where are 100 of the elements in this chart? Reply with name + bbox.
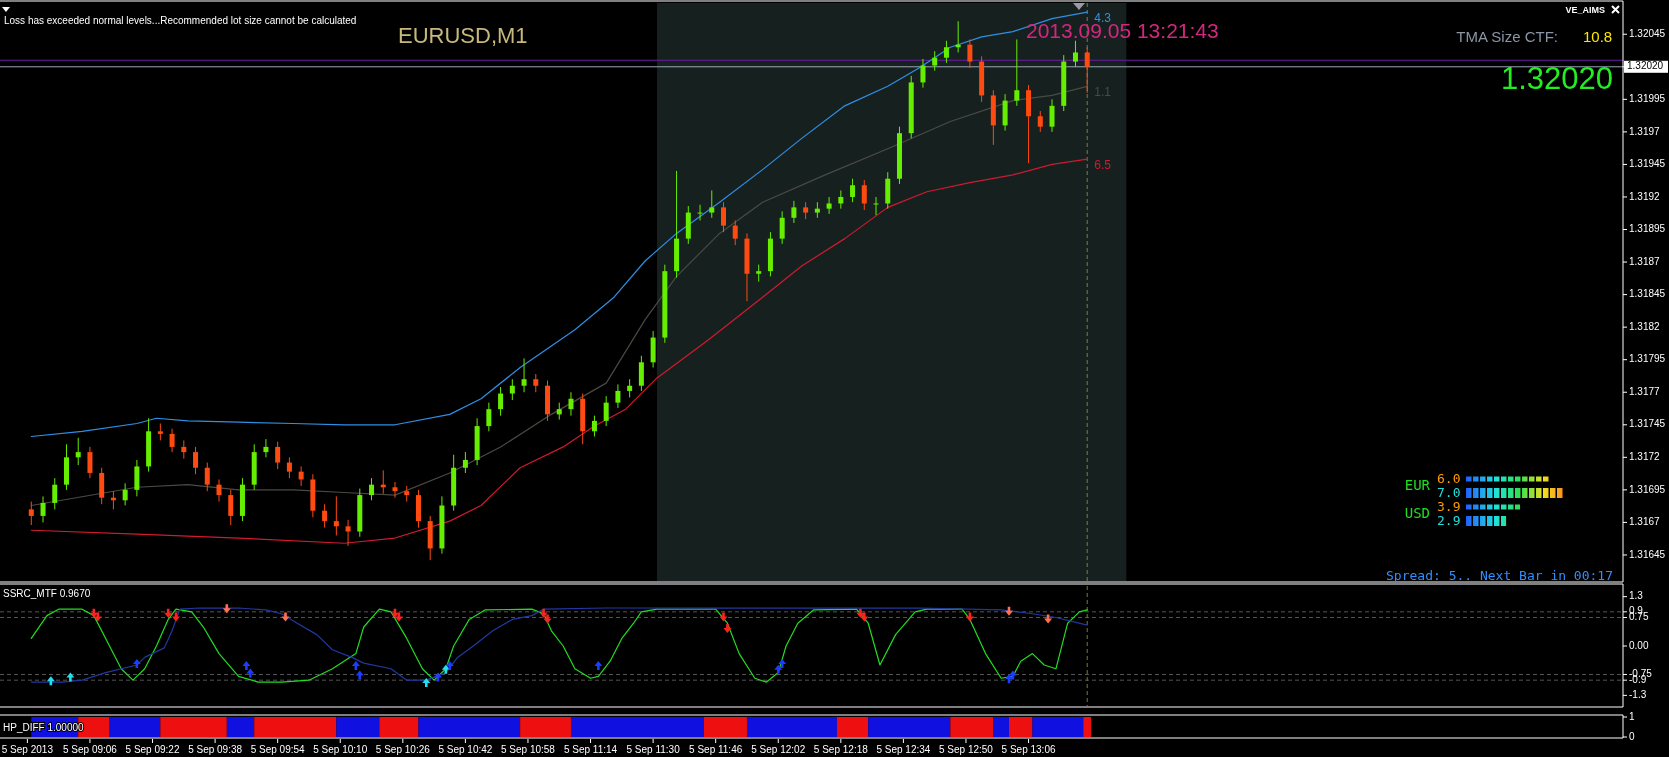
x-tick-label: 5 Sep 12:34 (876, 743, 931, 755)
candlestick (369, 477, 375, 501)
candlestick (967, 38, 973, 69)
series-label: 6.5 (1094, 158, 1112, 173)
candlestick (193, 446, 199, 475)
y-tick-label: USD (1404, 505, 1430, 521)
x-tick-label: 5 Sep 10:10 (313, 743, 368, 755)
candlestick (603, 395, 609, 427)
candlestick (873, 196, 879, 216)
y-tick-label: 0.00 (1629, 639, 1649, 651)
point (445, 660, 454, 670)
y-tick-label: 1.3182 (1629, 320, 1661, 332)
candlestick (932, 50, 938, 72)
y-tick-label: 1.31695 (1629, 483, 1666, 495)
annotation: 1.32020 (1500, 61, 1613, 96)
candlestick (263, 438, 269, 458)
candlestick (87, 446, 93, 479)
x-tick-label: 5 Sep 11:46 (689, 743, 743, 755)
y-tick-label: 1.3192 (1629, 190, 1661, 202)
bar (1466, 504, 1521, 510)
candlestick (1037, 110, 1043, 133)
point (242, 660, 251, 670)
y-tick-label: 1.3167 (1629, 516, 1661, 528)
annotation: 10.8 (1583, 28, 1613, 45)
point (543, 614, 552, 624)
candlestick (298, 465, 304, 487)
x-tick-label: 5 Sep 13:06 (1001, 743, 1056, 755)
candlestick (486, 402, 492, 432)
candlestick (40, 495, 46, 523)
candlestick (732, 219, 738, 246)
candlestick (838, 189, 844, 210)
candlestick (850, 178, 856, 203)
point (719, 612, 728, 622)
y-tick-label: 1.3187 (1629, 255, 1661, 267)
candlestick (615, 383, 621, 409)
candlestick (134, 459, 140, 497)
y-tick-label: 1.31645 (1629, 548, 1666, 560)
x-tick-label: 5 Sep 09:54 (250, 743, 306, 755)
candlestick (345, 519, 351, 547)
candlestick (1049, 98, 1055, 133)
candlestick (1072, 40, 1078, 68)
annotation: TMA Size CTF: (1456, 28, 1558, 45)
y-tick-label: 1.31745 (1629, 418, 1666, 430)
x-tick-label: 5 Sep 09:06 (62, 743, 118, 755)
point (132, 659, 141, 669)
bar (1466, 516, 1507, 526)
point (778, 659, 787, 669)
x-tick-label: 5 Sep 12:18 (813, 743, 869, 755)
y-tick-label: 1.31995 (1629, 92, 1666, 104)
candlestick (721, 201, 727, 233)
candlestick (591, 415, 597, 437)
x-tick-label: 5 Sep 11:14 (563, 743, 618, 755)
point (774, 664, 783, 674)
candlestick (521, 357, 527, 393)
point (93, 612, 102, 622)
x-tick-label: 5 Sep 09:38 (188, 743, 243, 755)
candlestick (826, 196, 832, 215)
candlestick (498, 386, 504, 417)
y-tick-label: 1.31795 (1629, 353, 1666, 365)
x-tick-label: 5 Sep 11:30 (626, 743, 681, 755)
candlestick (75, 437, 81, 466)
candlestick (52, 477, 58, 510)
data-label: 6.0 (1437, 470, 1461, 486)
candlestick (228, 489, 234, 526)
candlestick (462, 451, 468, 474)
candlestick (1014, 38, 1020, 107)
point (860, 612, 869, 622)
candlestick (28, 501, 34, 526)
candlestick (169, 428, 175, 453)
data-label: 2.9 (1437, 512, 1461, 528)
y-tick-label: 1 (1629, 710, 1635, 722)
bar (1466, 488, 1563, 498)
candlestick (122, 482, 128, 506)
data-label: 3.9 (1437, 498, 1461, 514)
y-tick-label: 1.3 (1629, 590, 1644, 602)
candlestick (322, 503, 328, 529)
candlestick (1084, 46, 1090, 94)
y-tick-label: 1.3177 (1629, 385, 1661, 397)
candlestick (943, 40, 949, 64)
ref-line-label: 1.32020 (1627, 60, 1664, 72)
y-tick-label: 1.3197 (1629, 125, 1661, 137)
x-tick-label: 5 Sep 10:58 (501, 743, 556, 755)
point (539, 608, 548, 618)
data-label: 7.0 (1437, 484, 1461, 500)
point (222, 604, 231, 614)
candlestick (533, 373, 539, 393)
y-tick-label: 1.31895 (1629, 223, 1666, 235)
candlestick (709, 189, 715, 219)
candlestick (275, 441, 281, 470)
point (594, 660, 603, 670)
candlestick (333, 495, 339, 536)
x-tick-label: 5 Sep 12:50 (939, 743, 994, 755)
x-tick-label: 5 Sep 09:22 (125, 743, 180, 755)
y-tick-label: 0.75 (1629, 611, 1649, 623)
point (66, 672, 75, 682)
y-tick-label: 0 (1629, 730, 1635, 742)
bar (1466, 476, 1550, 482)
y-tick-label: 1.31845 (1629, 288, 1666, 300)
candlestick (627, 378, 633, 398)
x-tick-label: 5 Sep 12:02 (751, 743, 806, 755)
